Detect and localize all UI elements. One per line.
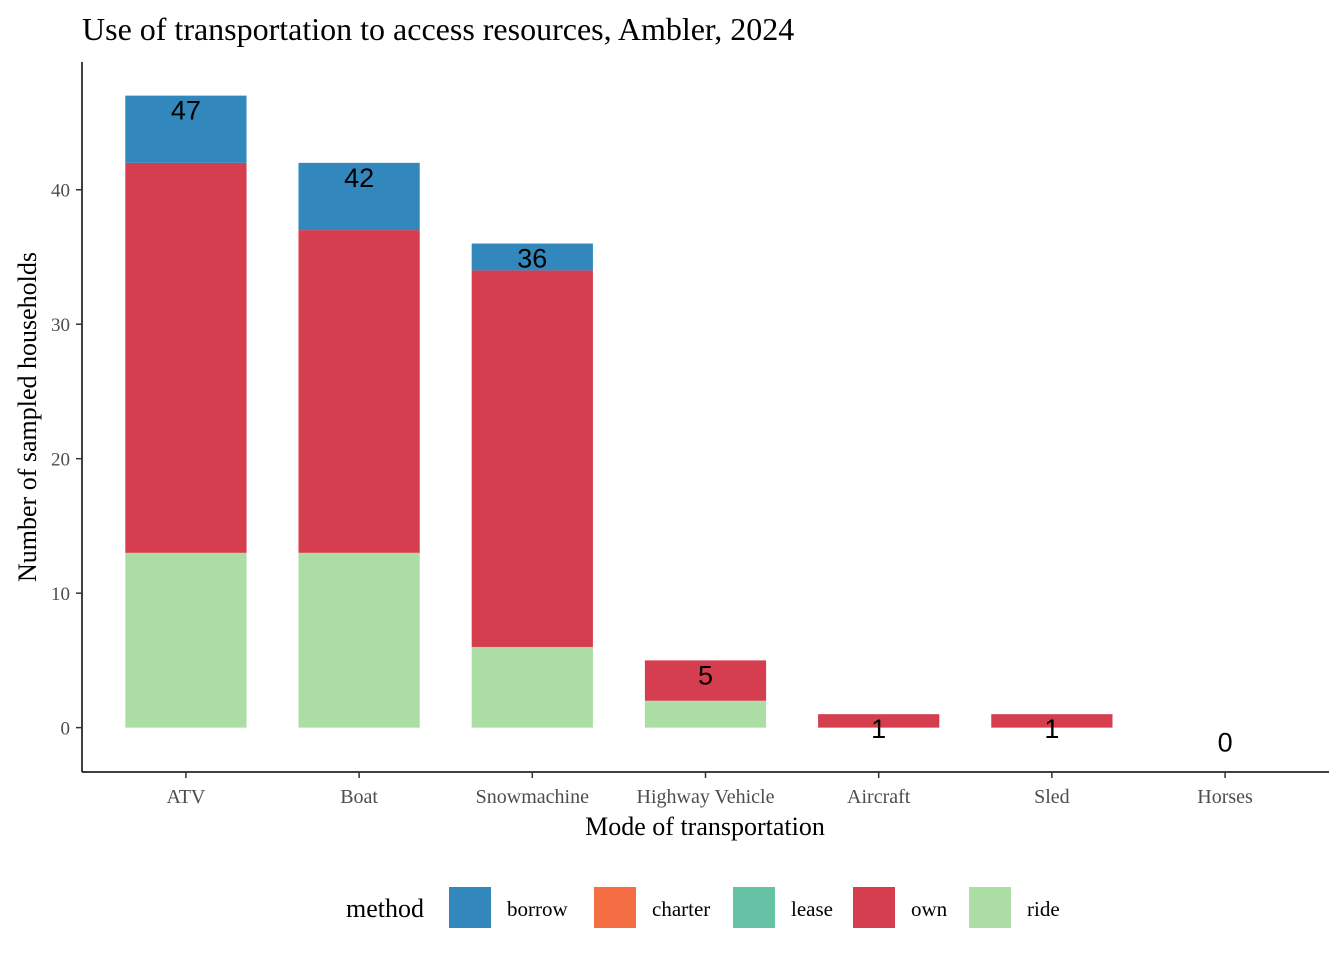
legend-swatch-own (853, 887, 895, 928)
x-axis: ATV Boat Snowmachine Highway Vehicle Aircraf… (82, 771, 1329, 808)
legend-label-borrow: borrow (507, 897, 568, 921)
bar-highway-vehicle-own (644, 660, 767, 701)
total-label-horses: 0 (1218, 728, 1233, 758)
total-label-aircraft: 1 (871, 714, 886, 744)
bar-snowmachine-own (471, 270, 593, 647)
legend-swatch-charter (594, 887, 636, 928)
legend-label-own: own (911, 897, 948, 921)
total-label-boat: 42 (344, 163, 374, 193)
bar-aircraft-own (818, 714, 940, 728)
legend-label-lease: lease (791, 897, 833, 921)
legend: method borrow charter lease own ride (346, 887, 1060, 928)
legend-label-ride: ride (1027, 897, 1060, 921)
legend-swatch-borrow (449, 887, 491, 928)
bar-sled-own (991, 714, 1113, 728)
legend-swatch-lease (733, 887, 775, 928)
y-tick-label: 40 (51, 181, 70, 202)
bar-atv-ride (125, 552, 247, 728)
legend-title: method (346, 894, 424, 923)
x-tick-label-horses: Horses (1197, 786, 1253, 808)
bar-snowmachine-ride (471, 646, 593, 728)
y-tick-label: 30 (51, 315, 70, 336)
y-axis: 0 10 20 30 40 (51, 62, 83, 772)
plot-area: 47 42 36 5 1 1 0 (125, 95, 1233, 758)
total-label-snowmachine: 36 (517, 244, 547, 274)
total-label-sled: 1 (1044, 714, 1059, 744)
y-axis-label: Number of sampled households (13, 252, 42, 582)
legend-label-charter: charter (652, 897, 710, 921)
x-tick-label-snowmachine: Snowmachine (476, 786, 589, 808)
x-tick-label-aircraft: Aircraft (847, 786, 911, 808)
bar-highway-vehicle-ride (644, 700, 767, 728)
y-tick-label: 20 (51, 450, 70, 471)
chart-title: Use of transportation to access resource… (82, 11, 794, 47)
bar-atv-borrow (125, 95, 247, 163)
bar-boat-own (298, 230, 420, 553)
bar-snowmachine-borrow (471, 243, 593, 271)
legend-swatch-ride (969, 887, 1011, 928)
x-tick-label-boat: Boat (340, 786, 378, 808)
x-tick-label-highway-vehicle: Highway Vehicle (637, 786, 775, 808)
x-tick-label-atv: ATV (166, 786, 205, 808)
y-tick-label: 0 (61, 719, 71, 740)
x-tick-label-sled: Sled (1034, 786, 1070, 808)
total-label-highway-vehicle: 5 (698, 660, 713, 690)
bar-boat-borrow (298, 162, 420, 231)
total-label-atv: 47 (171, 96, 201, 126)
bar-boat-ride (298, 552, 420, 728)
x-axis-label: Mode of transportation (585, 812, 825, 841)
y-tick-label: 10 (51, 584, 70, 605)
bar-atv-own (125, 162, 247, 553)
